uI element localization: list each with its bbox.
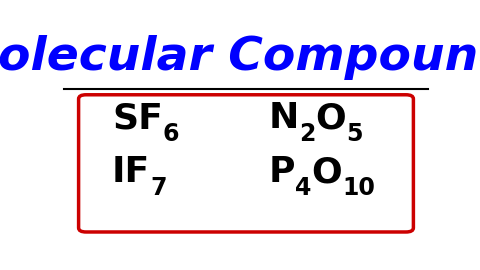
Text: 4: 4 <box>295 176 311 200</box>
Text: 10: 10 <box>342 176 375 200</box>
Text: 2: 2 <box>299 122 315 146</box>
Text: N: N <box>268 101 299 135</box>
Text: P: P <box>268 155 295 189</box>
Text: 7: 7 <box>150 176 167 200</box>
Text: O: O <box>315 101 346 135</box>
Text: IF: IF <box>112 155 150 189</box>
Text: 6: 6 <box>163 122 180 146</box>
FancyBboxPatch shape <box>79 95 413 232</box>
Text: SF: SF <box>112 101 163 135</box>
Text: O: O <box>311 155 342 189</box>
Text: 5: 5 <box>346 122 362 146</box>
Text: Molecular Compounds: Molecular Compounds <box>0 35 480 80</box>
